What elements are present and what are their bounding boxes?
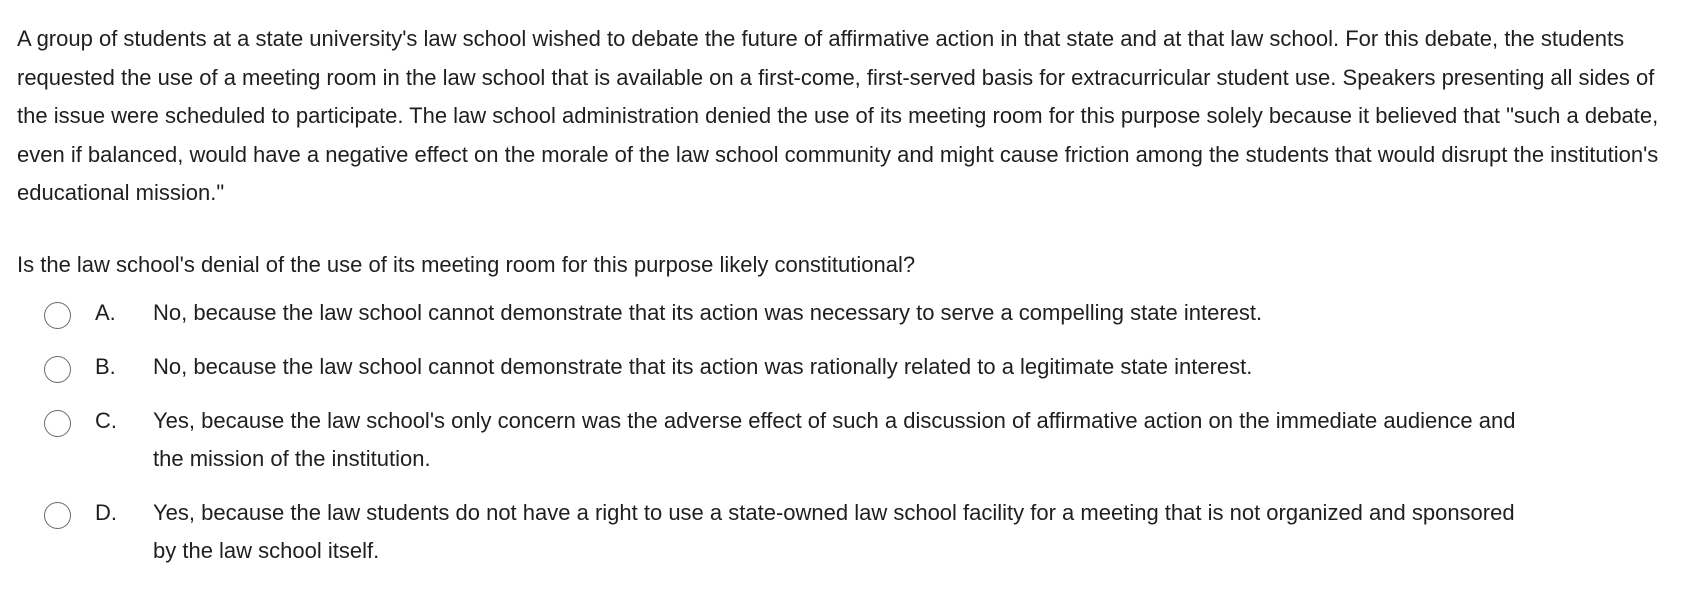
option-letter-a: A. — [95, 300, 116, 325]
option-text-d[interactable]: Yes, because the law students do not hav… — [153, 500, 1515, 563]
question-container: A group of students at a state universit… — [17, 20, 1687, 277]
answer-options: A. No, because the law school cannot dem… — [44, 294, 1674, 586]
option-letter-c: C. — [95, 408, 117, 433]
option-letter-b: B. — [95, 354, 116, 379]
option-text-c[interactable]: Yes, because the law school's only conce… — [153, 408, 1516, 471]
radio-button-c[interactable] — [44, 410, 71, 437]
question-prompt: Is the law school's denial of the use of… — [17, 252, 916, 277]
option-text-a[interactable]: No, because the law school cannot demons… — [153, 300, 1263, 325]
option-c[interactable]: C. Yes, because the law school's only co… — [44, 402, 1674, 478]
option-letter-d: D. — [95, 500, 117, 525]
option-b[interactable]: B. No, because the law school cannot dem… — [44, 348, 1674, 386]
radio-button-a[interactable] — [44, 302, 71, 329]
option-d[interactable]: D. Yes, because the law students do not … — [44, 494, 1674, 570]
option-text-b[interactable]: No, because the law school cannot demons… — [153, 354, 1253, 379]
radio-button-b[interactable] — [44, 356, 71, 383]
question-stem: A group of students at a state universit… — [17, 26, 1659, 205]
radio-button-d[interactable] — [44, 502, 71, 529]
option-a[interactable]: A. No, because the law school cannot dem… — [44, 294, 1674, 332]
